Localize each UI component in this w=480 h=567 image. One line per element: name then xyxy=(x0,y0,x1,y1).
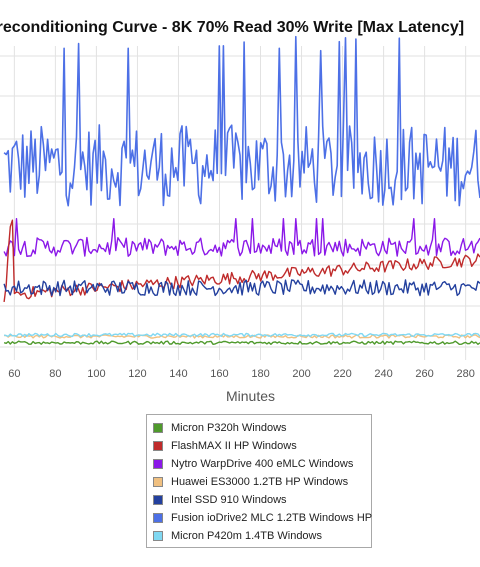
series-line-1 xyxy=(3,219,480,302)
series-line-3 xyxy=(4,334,480,339)
legend-item-6[interactable]: Micron P420m 1.4TB Windows xyxy=(153,529,371,543)
legend-swatch-0 xyxy=(153,423,163,433)
x-tick-label-180: 180 xyxy=(251,368,269,380)
x-tick-label-260: 260 xyxy=(415,368,433,380)
legend-item-2[interactable]: Nytro WarpDrive 400 eMLC Windows xyxy=(153,457,371,471)
grid-layer xyxy=(0,46,480,360)
legend-label-3: Huawei ES3000 1.2TB HP Windows xyxy=(171,476,349,488)
series-line-0 xyxy=(3,340,480,345)
legend-swatch-6 xyxy=(153,531,163,541)
x-tick-label-280: 280 xyxy=(456,368,474,380)
legend-swatch-4 xyxy=(153,495,163,505)
x-tick-label-200: 200 xyxy=(292,368,310,380)
legend-label-4: Intel SSD 910 Windows xyxy=(171,494,287,506)
legend-label-6: Micron P420m 1.4TB Windows xyxy=(171,530,322,542)
x-tick-label-160: 160 xyxy=(210,368,228,380)
x-axis-label: Minutes xyxy=(226,388,276,404)
series-layer xyxy=(3,35,480,345)
legend-item-0[interactable]: Micron P320h Windows xyxy=(153,421,371,435)
x-tick-label-100: 100 xyxy=(87,368,105,380)
legend-label-1: FlashMAX II HP Windows xyxy=(171,440,297,452)
legend-item-1[interactable]: FlashMAX II HP Windows xyxy=(153,439,371,453)
legend-swatch-3 xyxy=(153,477,163,487)
legend-item-3[interactable]: Huawei ES3000 1.2TB HP Windows xyxy=(153,475,371,489)
legend-swatch-1 xyxy=(153,441,163,451)
series-line-5 xyxy=(3,35,480,207)
series-line-4 xyxy=(3,279,480,297)
series-line-2 xyxy=(3,218,480,257)
x-tick-label-120: 120 xyxy=(128,368,146,380)
x-tick-labels: 60 80 100 120 140 160 180 200 220 240 260 280 xyxy=(8,368,475,380)
x-tick-label-80: 80 xyxy=(49,368,61,380)
x-tick-label-220: 220 xyxy=(333,368,351,380)
legend-label-2: Nytro WarpDrive 400 eMLC Windows xyxy=(171,458,354,470)
legend: Micron P320h Windows FlashMAX II HP Windo… xyxy=(146,414,372,548)
series-line-6 xyxy=(3,332,480,338)
legend-swatch-2 xyxy=(153,459,163,469)
legend-swatch-5 xyxy=(153,513,163,523)
legend-label-5: Fusion ioDrive2 MLC 1.2TB Windows HP xyxy=(171,512,373,524)
legend-label-0: Micron P320h Windows xyxy=(171,422,287,434)
x-tick-label-240: 240 xyxy=(374,368,392,380)
legend-item-4[interactable]: Intel SSD 910 Windows xyxy=(153,493,371,507)
x-tick-label-60: 60 xyxy=(8,368,20,380)
legend-item-5[interactable]: Fusion ioDrive2 MLC 1.2TB Windows HP xyxy=(153,511,373,525)
chart-title: Preconditioning Curve - 8K 70% Read 30% … xyxy=(0,19,465,36)
x-tick-label-140: 140 xyxy=(169,368,187,380)
